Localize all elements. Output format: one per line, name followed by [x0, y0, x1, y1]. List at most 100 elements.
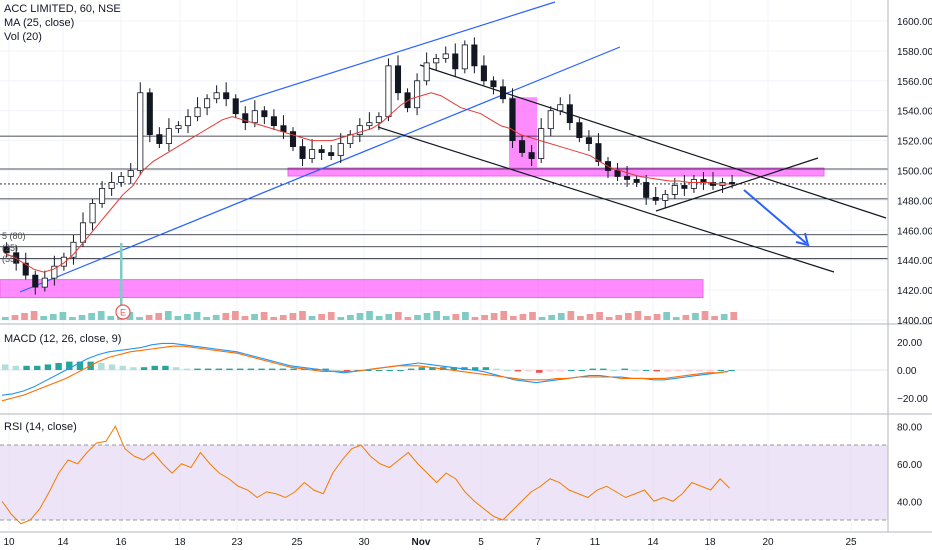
- macd-tick-label: 0.00: [897, 366, 917, 377]
- macd-histogram-bar: [578, 370, 586, 371]
- macd-histogram-bar: [632, 370, 639, 371]
- volume-bar: [423, 313, 431, 320]
- dark-channel-lower: [377, 126, 835, 273]
- candle-body: [118, 176, 125, 183]
- macd-histogram-bar: [600, 368, 607, 370]
- candle-body: [442, 53, 449, 59]
- earnings-circle[interactable]: [115, 304, 131, 320]
- ma25-line: [3, 92, 730, 273]
- macd-histogram-bar: [696, 370, 703, 372]
- candle-body: [51, 265, 58, 279]
- volume-bar: [672, 317, 680, 320]
- volume-bar: [251, 314, 258, 320]
- macd-histogram-bar: [450, 367, 458, 370]
- macd-histogram-bar: [546, 370, 554, 372]
- rsi-tick-label: 80.00: [897, 422, 922, 433]
- candle-body: [385, 65, 392, 118]
- ma-legend: MA (25, close): [4, 17, 75, 29]
- price-tick-label: 1500.00: [897, 167, 932, 178]
- macd-histogram-bar: [140, 367, 148, 370]
- volume-bar: [49, 314, 57, 320]
- volume-bar: [653, 314, 661, 320]
- macd-pane: [0, 342, 888, 402]
- earnings-label: E: [120, 308, 126, 318]
- volume-bar: [270, 317, 278, 320]
- x-tick-label: 7: [535, 537, 541, 548]
- volume-bar: [414, 315, 421, 320]
- volume-bar: [164, 311, 172, 320]
- macd-histogram-bar: [493, 368, 500, 370]
- candle-body: [213, 92, 220, 100]
- volume-bar: [577, 316, 584, 320]
- candle-body: [394, 65, 402, 94]
- volume-bar: [174, 316, 182, 320]
- volume-bar: [126, 312, 134, 320]
- volume-bar: [88, 313, 95, 320]
- candle-body: [709, 182, 717, 186]
- volume-bar: [548, 315, 556, 320]
- arrow-shaft: [743, 189, 807, 244]
- macd-histogram-bar: [504, 370, 511, 371]
- macd-histogram-bar: [183, 368, 190, 370]
- candle-body: [681, 185, 688, 189]
- volume-bar: [394, 312, 402, 320]
- candle-body: [538, 128, 545, 159]
- candle-body: [375, 116, 382, 124]
- volume-bar: [692, 313, 699, 320]
- volume-bar: [30, 311, 38, 320]
- side-label: (55): [2, 254, 18, 264]
- x-tick-label: 18: [174, 537, 186, 548]
- candle-body: [528, 152, 535, 159]
- volume-bar: [596, 312, 603, 320]
- volume-bar: [404, 317, 412, 320]
- candle-body: [289, 131, 297, 147]
- candle-body: [729, 182, 736, 185]
- x-tick-label: 23: [231, 537, 243, 548]
- macd-histogram-bar: [23, 365, 30, 370]
- volume-bar: [481, 315, 488, 320]
- volume-bar: [193, 312, 201, 320]
- x-tick-label: 14: [647, 537, 659, 548]
- volume-bar: [347, 315, 354, 320]
- price-tick-label: 1460.00: [897, 226, 932, 237]
- candle-body: [624, 176, 631, 180]
- earnings-marker[interactable]: E: [115, 304, 131, 320]
- x-tick-label: 10: [3, 537, 15, 548]
- candle-body: [585, 137, 592, 144]
- macd-histogram-bar: [514, 370, 522, 372]
- volume-bar: [107, 316, 115, 320]
- candle-body: [309, 149, 316, 159]
- side-label: 5 (80): [2, 231, 26, 241]
- macd-histogram-bar: [621, 368, 628, 370]
- volume-bar: [519, 314, 527, 320]
- volume-bar: [279, 315, 287, 320]
- volume-bar: [222, 313, 230, 320]
- price-tick-label: 1540.00: [897, 107, 932, 118]
- macd-histogram-bar: [66, 361, 73, 370]
- candle-body: [41, 277, 48, 288]
- candle-body: [156, 134, 163, 144]
- x-tick-label: 11: [590, 537, 601, 548]
- rsi-tick-label: 60.00: [897, 460, 922, 471]
- candle-body: [99, 188, 106, 204]
- x-tick-label: 25: [291, 537, 303, 548]
- volume-bar: [375, 316, 383, 320]
- horizontal-levels: [0, 135, 888, 260]
- rsi-legend: RSI (14, close): [4, 421, 77, 433]
- macd-histogram-bar: [674, 370, 682, 372]
- blue-channel-upper: [239, 1, 556, 103]
- volume-bar: [462, 312, 469, 320]
- candle-body: [89, 202, 96, 224]
- volume-bar: [452, 314, 460, 320]
- candle-body: [261, 110, 268, 118]
- price-tick-label: 1480.00: [897, 196, 932, 207]
- macd-histogram-bar: [525, 370, 532, 372]
- candle-body: [127, 170, 134, 177]
- macd-histogram-bar: [269, 368, 276, 370]
- volume-spike: [120, 243, 123, 320]
- macd-histogram-bar: [386, 370, 393, 371]
- volume-bar: [299, 311, 306, 320]
- volume-bar: [241, 316, 249, 320]
- volume-bar: [433, 311, 441, 320]
- volume-bar: [2, 317, 9, 320]
